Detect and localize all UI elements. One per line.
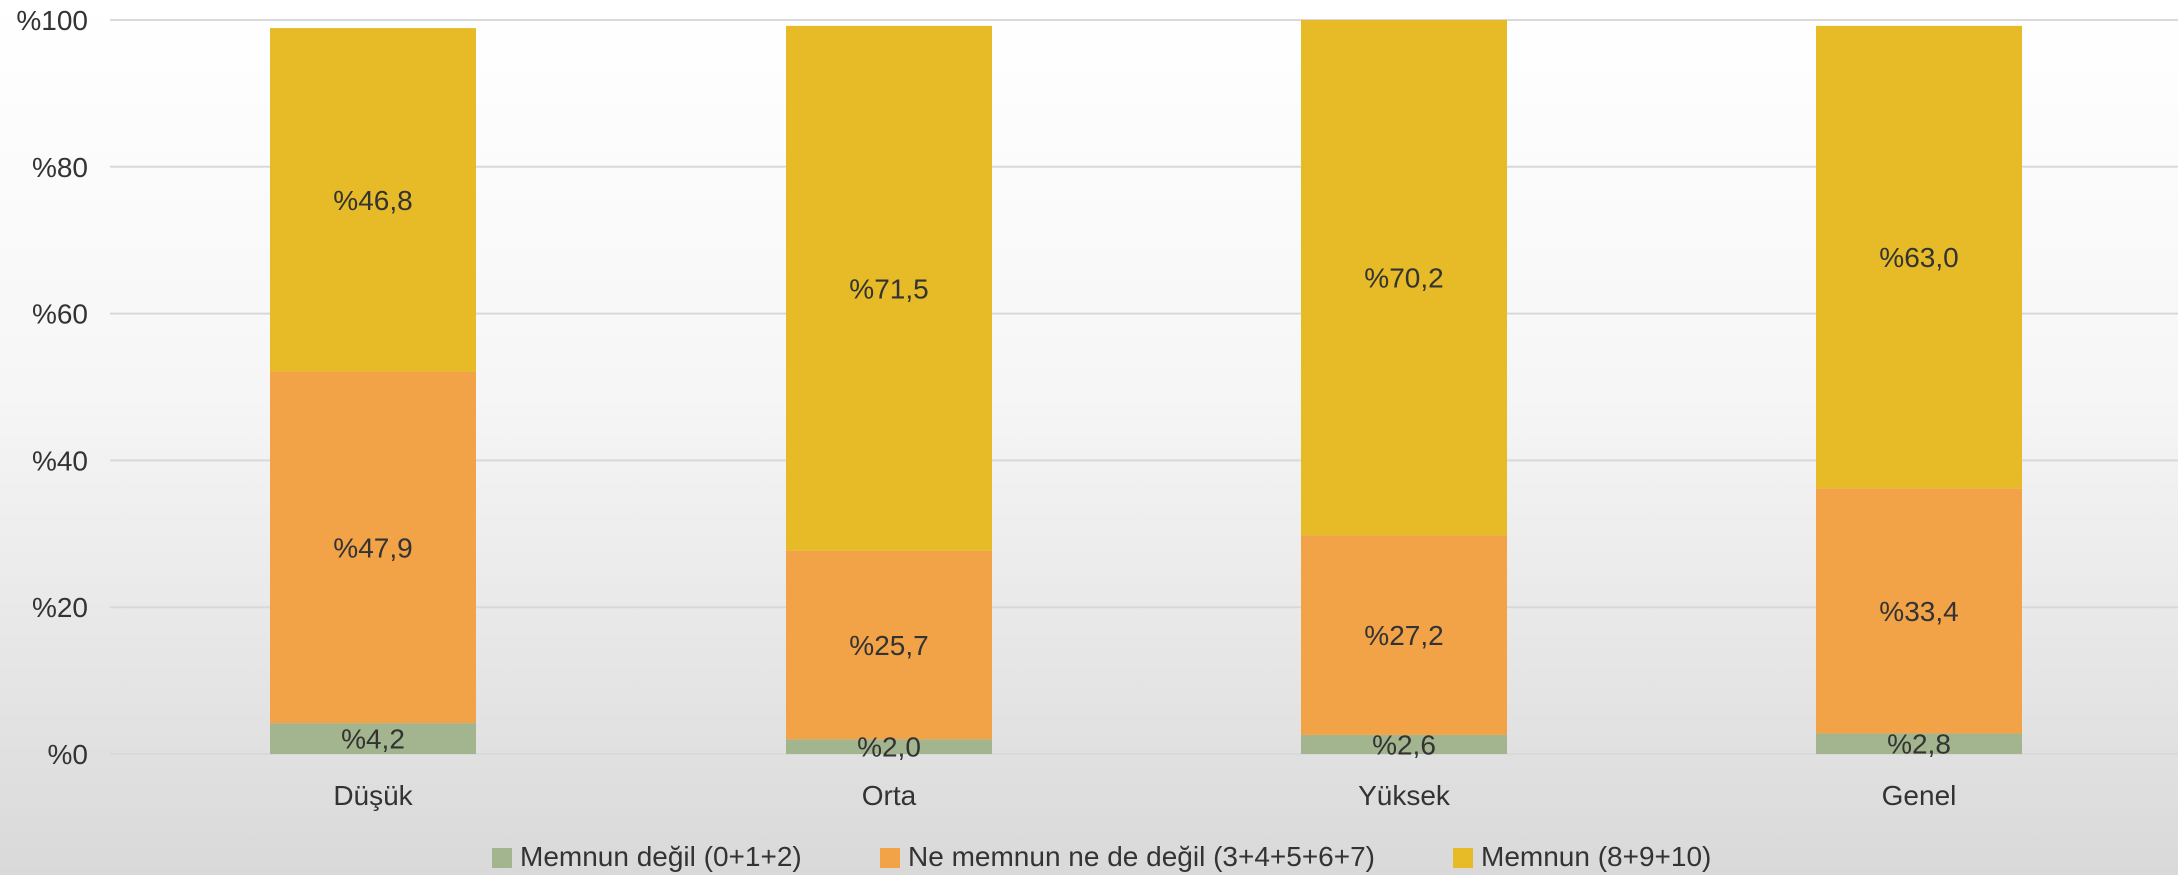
data-label: %25,7: [849, 630, 928, 661]
bar-segment: [270, 723, 476, 754]
data-label: %63,0: [1879, 242, 1958, 273]
bar-segment: [786, 25, 992, 551]
legend-label: Memnun (8+9+10): [1481, 841, 1711, 872]
y-tick-label: %100: [16, 5, 88, 36]
bar-segment: [1301, 20, 1507, 536]
y-axis-tick-labels: %0 %20 %40 %60 %80 %100: [16, 5, 88, 770]
y-tick-label: %0: [48, 739, 88, 770]
legend-swatch: [880, 848, 900, 868]
data-label: %27,2: [1364, 620, 1443, 651]
data-label: %2,8: [1887, 729, 1951, 760]
bar-segment: [270, 371, 476, 724]
bar-segment: [270, 28, 476, 372]
x-category-label: Orta: [862, 780, 917, 811]
legend-swatch: [1453, 848, 1473, 868]
bar-segment: [1816, 25, 2022, 489]
x-category-label: Yüksek: [1358, 780, 1451, 811]
legend: Memnun değil (0+1+2) Ne memnun ne de deği…: [492, 841, 1711, 872]
bar-segment: [786, 550, 992, 740]
data-labels: %4,2 %47,9 %46,8 %2,0 %25,7 %71,5 %2,6 %27,2 %70…: [333, 185, 1958, 763]
data-label: %47,9: [333, 532, 412, 563]
y-tick-label: %60: [32, 299, 88, 330]
bars: [270, 20, 2022, 754]
y-tick-label: %20: [32, 592, 88, 623]
legend-swatch: [492, 848, 512, 868]
x-category-label: Düşük: [333, 780, 413, 811]
bar-segment: [1816, 488, 2022, 734]
legend-label: Memnun değil (0+1+2): [520, 841, 802, 872]
bar-segment: [1301, 734, 1507, 754]
data-label: %2,6: [1372, 729, 1436, 760]
data-label: %2,0: [857, 732, 921, 763]
bar-segment: [1816, 733, 2022, 754]
data-label: %46,8: [333, 185, 412, 216]
data-label: %70,2: [1364, 263, 1443, 294]
legend-label: Ne memnun ne de değil (3+4+5+6+7): [908, 841, 1375, 872]
y-tick-label: %80: [32, 152, 88, 183]
y-tick-label: %40: [32, 445, 88, 476]
data-label: %33,4: [1879, 596, 1958, 627]
bar-segment: [1301, 535, 1507, 735]
x-category-label: Genel: [1882, 780, 1957, 811]
data-label: %71,5: [849, 273, 928, 304]
data-label: %4,2: [341, 724, 405, 755]
x-axis-category-labels: Düşük Orta Yüksek Genel: [333, 780, 1956, 811]
bar-segment: [786, 739, 992, 754]
